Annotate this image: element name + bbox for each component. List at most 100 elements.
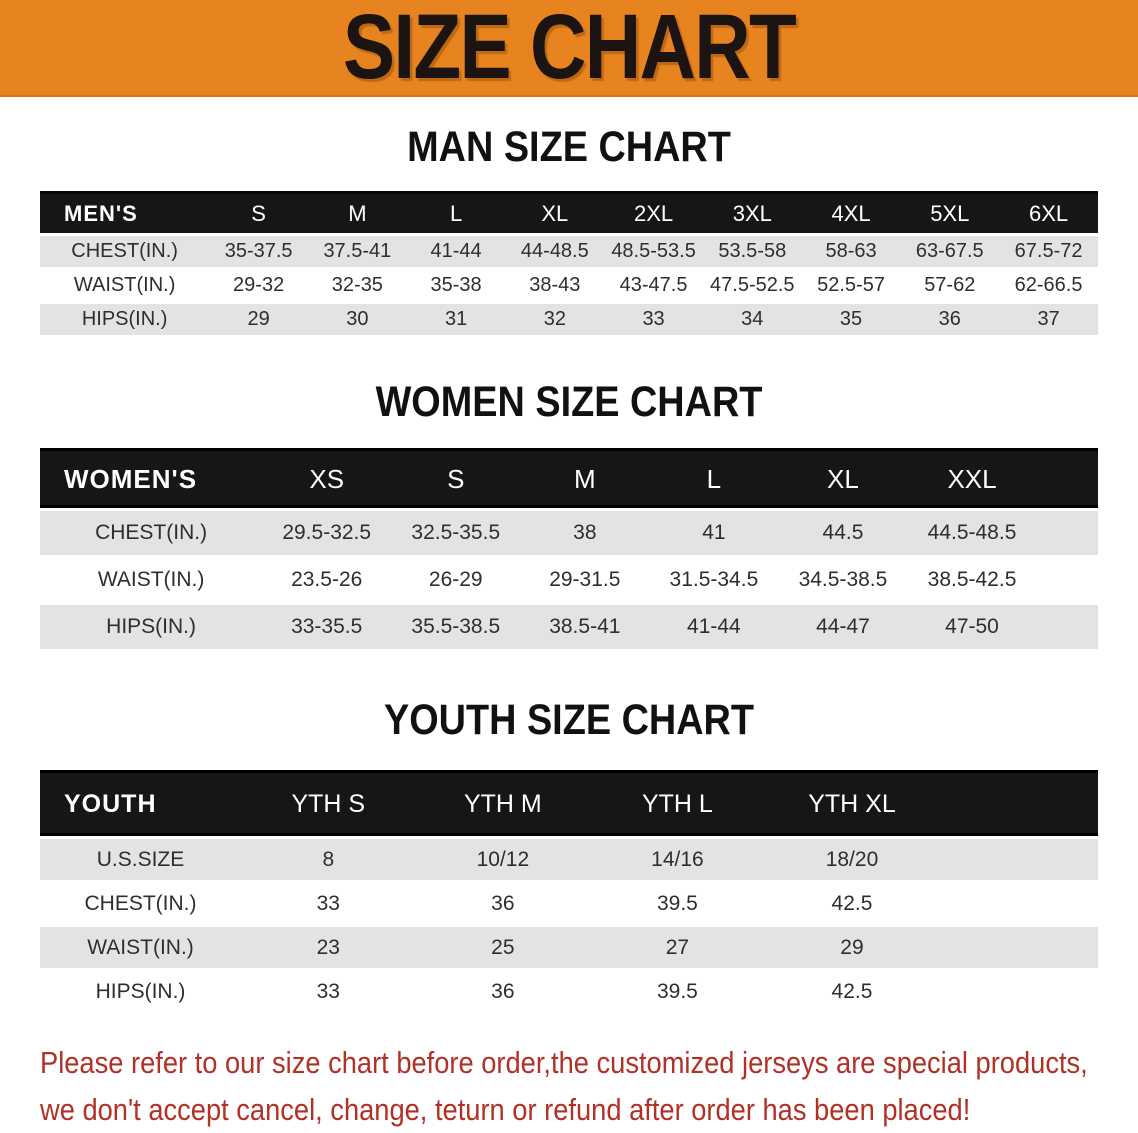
women-chest-row: CHEST(IN.) 29.5-32.5 32.5-35.5 38 41 44.… <box>40 509 1098 558</box>
banner: SIZE CHART <box>0 0 1138 97</box>
youth-col-header: YTH XL <box>764 770 940 839</box>
men-hips-row: HIPS(IN.) 29 30 31 32 33 34 35 36 37 <box>40 302 1098 338</box>
size-cell: 47-50 <box>907 603 1037 652</box>
women-chart-title: WOMEN SIZE CHART <box>375 378 763 426</box>
footnote-line-2: we don't accept cancel, change, teturn o… <box>40 1092 971 1127</box>
size-cell: 32 <box>505 302 605 338</box>
men-col-header: 5XL <box>900 191 1000 236</box>
size-cell: 37 <box>999 302 1098 338</box>
size-cell: 33 <box>241 969 416 1015</box>
size-cell: 41-44 <box>649 603 779 652</box>
youth-waist-row: WAIST(IN.) 23 25 27 29 <box>40 925 1098 971</box>
size-cell: 35.5-38.5 <box>391 603 521 652</box>
size-cell: 62-66.5 <box>999 268 1098 304</box>
size-cell: 48.5-53.5 <box>604 234 703 270</box>
banner-title: SIZE CHART <box>342 0 797 98</box>
size-cell: 44-47 <box>778 603 908 652</box>
size-cell: 23.5-26 <box>262 556 392 605</box>
men-col-header: 6XL <box>999 191 1098 236</box>
cell-filler <box>939 925 1098 971</box>
size-cell: 34.5-38.5 <box>778 556 908 605</box>
youth-table-corner-label: YOUTH <box>40 770 242 839</box>
size-cell: 67.5-72 <box>999 234 1098 270</box>
header-filler <box>1036 448 1098 511</box>
size-cell: 44.5-48.5 <box>907 509 1037 558</box>
size-cell: 35-38 <box>406 268 506 304</box>
cell-filler <box>939 881 1098 927</box>
men-col-header: 2XL <box>604 191 703 236</box>
women-table-corner-label: WOMEN'S <box>40 448 263 511</box>
youth-col-header: YTH M <box>415 770 591 839</box>
cell-filler <box>1036 556 1098 605</box>
men-col-header: XL <box>505 191 605 236</box>
size-cell: 33-35.5 <box>262 603 392 652</box>
youth-chart-title: YOUTH SIZE CHART <box>383 696 754 744</box>
size-cell: 52.5-57 <box>801 268 901 304</box>
cell-filler <box>1036 603 1098 652</box>
size-cell: 36 <box>415 881 591 927</box>
size-cell: 8 <box>241 837 416 883</box>
row-label: HIPS(IN.) <box>40 302 210 338</box>
youth-hips-row: HIPS(IN.) 33 36 39.5 42.5 <box>40 969 1098 1015</box>
size-cell: 32-35 <box>308 268 407 304</box>
youth-table-header-row: YOUTH YTH S YTH M YTH L YTH XL <box>40 770 1098 839</box>
footnote: Please refer to our size chart before or… <box>40 1039 1138 1133</box>
row-label: WAIST(IN.) <box>40 268 210 304</box>
women-table-header-row: WOMEN'S XS S M L XL XXL <box>40 448 1098 511</box>
size-cell: 39.5 <box>590 881 765 927</box>
youth-ussize-row: U.S.SIZE 8 10/12 14/16 18/20 <box>40 837 1098 883</box>
size-cell: 35-37.5 <box>209 234 308 270</box>
size-cell: 29-31.5 <box>520 556 650 605</box>
men-col-header: M <box>308 191 407 236</box>
size-cell: 29-32 <box>209 268 308 304</box>
men-size-table: MEN'S S M L XL 2XL 3XL 4XL 5XL 6XL CHEST… <box>40 191 1098 338</box>
women-col-header: L <box>649 448 779 511</box>
size-cell: 29 <box>764 925 940 971</box>
size-cell: 33 <box>604 302 703 338</box>
size-cell: 33 <box>241 881 416 927</box>
size-cell: 38.5-42.5 <box>907 556 1037 605</box>
size-cell: 31 <box>406 302 506 338</box>
size-cell: 44.5 <box>778 509 908 558</box>
size-cell: 29.5-32.5 <box>262 509 392 558</box>
size-cell: 31.5-34.5 <box>649 556 779 605</box>
size-cell: 14/16 <box>590 837 765 883</box>
size-cell: 36 <box>900 302 1000 338</box>
cell-filler <box>1036 509 1098 558</box>
size-cell: 42.5 <box>764 969 940 1015</box>
size-cell: 58-63 <box>801 234 901 270</box>
footnote-line-1: Please refer to our size chart before or… <box>40 1045 1088 1080</box>
size-cell: 38.5-41 <box>520 603 650 652</box>
size-cell: 25 <box>415 925 591 971</box>
size-cell: 38 <box>520 509 650 558</box>
size-cell: 43-47.5 <box>604 268 703 304</box>
size-cell: 27 <box>590 925 765 971</box>
women-col-header: XS <box>262 448 392 511</box>
women-col-header: M <box>520 448 650 511</box>
size-cell: 29 <box>209 302 308 338</box>
cell-filler <box>939 837 1098 883</box>
size-cell: 34 <box>702 302 802 338</box>
size-cell: 32.5-35.5 <box>391 509 521 558</box>
size-cell: 35 <box>801 302 901 338</box>
youth-col-header: YTH S <box>241 770 416 839</box>
men-table-header-row: MEN'S S M L XL 2XL 3XL 4XL 5XL 6XL <box>40 191 1098 236</box>
row-label: HIPS(IN.) <box>40 969 242 1015</box>
size-cell: 37.5-41 <box>308 234 407 270</box>
youth-col-header: YTH L <box>590 770 765 839</box>
size-cell: 36 <box>415 969 591 1015</box>
men-col-header: S <box>209 191 308 236</box>
row-label: WAIST(IN.) <box>40 556 263 605</box>
row-label: HIPS(IN.) <box>40 603 263 652</box>
size-cell: 38-43 <box>505 268 605 304</box>
women-size-table: WOMEN'S XS S M L XL XXL CHEST(IN.) 29.5-… <box>40 448 1098 652</box>
size-cell: 10/12 <box>415 837 591 883</box>
men-chart-title: MAN SIZE CHART <box>407 123 731 171</box>
size-cell: 26-29 <box>391 556 521 605</box>
row-label: CHEST(IN.) <box>40 509 263 558</box>
men-col-header: 4XL <box>801 191 901 236</box>
row-label: U.S.SIZE <box>40 837 242 883</box>
women-col-header: XL <box>778 448 908 511</box>
row-label: CHEST(IN.) <box>40 234 210 270</box>
